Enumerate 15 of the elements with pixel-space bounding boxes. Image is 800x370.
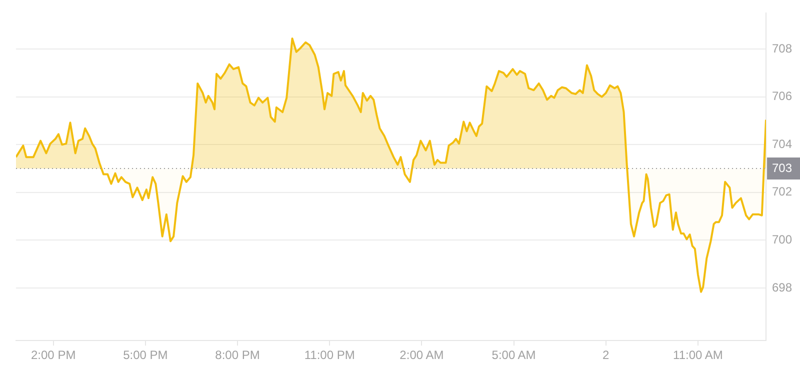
y-tick-label: 704 xyxy=(772,136,792,151)
y-tick-label: 702 xyxy=(772,184,792,199)
y-tick-label: 700 xyxy=(772,232,792,247)
x-tick-label: 11:00 PM xyxy=(304,348,355,362)
y-tick-label: 706 xyxy=(772,89,792,104)
y-tick-label: 698 xyxy=(772,280,792,294)
x-tick-label: 11:00 AM xyxy=(673,348,723,362)
x-tick-label: 2 xyxy=(602,348,610,362)
x-tick-label: 5:00 AM xyxy=(492,348,536,362)
x-tick-label: 8:00 PM xyxy=(215,348,260,362)
x-tick-label: 2:00 AM xyxy=(400,348,444,362)
x-tick-label: 5:00 PM xyxy=(123,348,168,362)
x-tick-label: 2:00 PM xyxy=(30,348,76,362)
ref-line-label: 703 xyxy=(772,160,792,175)
y-tick-label: 708 xyxy=(772,41,792,56)
